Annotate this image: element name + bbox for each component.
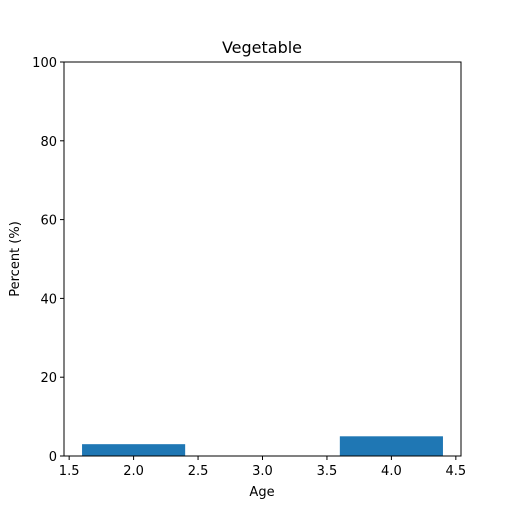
x-tick-label: 4.0 (381, 464, 402, 479)
y-tick-label: 100 (32, 56, 57, 71)
y-axis-ticks: 0 20 40 60 80 100 (32, 56, 64, 465)
bar-age-4 (339, 436, 443, 456)
bar-age-2 (82, 444, 186, 456)
y-tick-label: 60 (40, 214, 57, 229)
bars (82, 436, 443, 456)
y-axis-label: Percent (%) (8, 221, 23, 297)
y-tick-label: 20 (40, 371, 57, 386)
plot-frame (63, 61, 462, 457)
x-tick-label: 3.5 (317, 464, 338, 479)
x-axis-label: Age (249, 485, 274, 500)
y-tick-label: 80 (40, 135, 57, 150)
x-tick-label: 2.0 (123, 464, 144, 479)
y-tick-label: 0 (49, 450, 57, 465)
x-tick-label: 2.5 (188, 464, 209, 479)
x-tick-label: 3.0 (252, 464, 273, 479)
chart-title: Vegetable (222, 38, 302, 57)
x-tick-label: 1.5 (59, 464, 80, 479)
x-axis-ticks: 1.5 2.0 2.5 3.0 3.5 4.0 4.5 (59, 456, 466, 479)
y-tick-label: 40 (40, 292, 57, 307)
x-tick-label: 4.5 (446, 464, 467, 479)
